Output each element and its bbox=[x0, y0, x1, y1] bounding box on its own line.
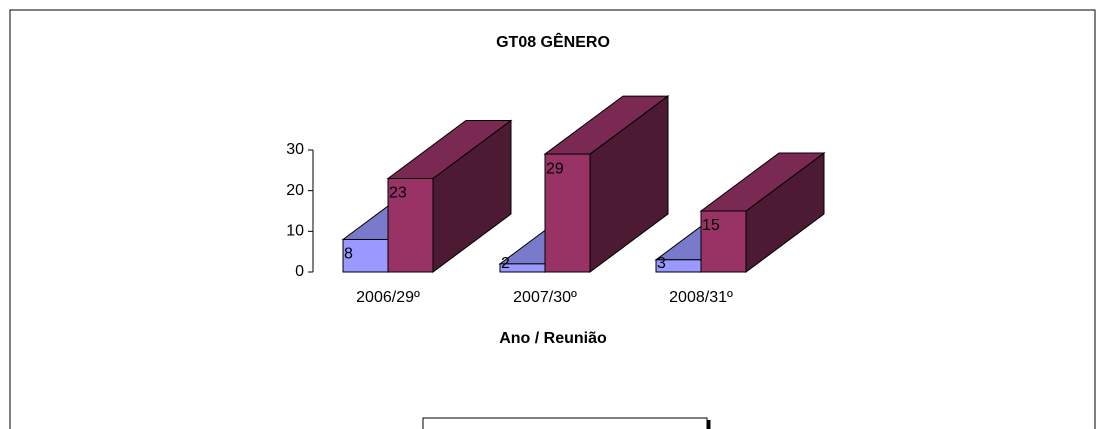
y-tick-label: 0 bbox=[295, 263, 304, 280]
bar bbox=[544, 153, 591, 273]
x-tick-label: 2007/30º bbox=[513, 289, 577, 306]
data-label: 29 bbox=[546, 160, 564, 177]
data-label: 2 bbox=[501, 255, 510, 272]
legend-label: FEMININO bbox=[603, 427, 677, 429]
data-label: 23 bbox=[389, 185, 407, 202]
chart-title: GT08 GÊNERO bbox=[496, 32, 610, 51]
data-label: 3 bbox=[657, 255, 666, 272]
bar bbox=[700, 210, 747, 273]
y-tick-label: 20 bbox=[286, 182, 304, 199]
bar-3d: 15 bbox=[699, 152, 826, 273]
data-label: 15 bbox=[702, 217, 720, 234]
y-tick-label: 30 bbox=[286, 141, 304, 158]
bar-3d: 29 bbox=[543, 95, 670, 273]
bar-3d: 23 bbox=[386, 119, 513, 273]
legend-box bbox=[422, 417, 708, 429]
x-tick-label: 2006/29º bbox=[356, 289, 420, 306]
legend-label: MASCULINO bbox=[446, 427, 537, 429]
x-tick-label: 2008/31º bbox=[669, 289, 733, 306]
bar bbox=[387, 177, 434, 273]
data-label: 8 bbox=[344, 246, 353, 263]
x-axis-label: Ano / Reunião bbox=[499, 330, 607, 347]
y-tick-label: 10 bbox=[286, 223, 304, 240]
